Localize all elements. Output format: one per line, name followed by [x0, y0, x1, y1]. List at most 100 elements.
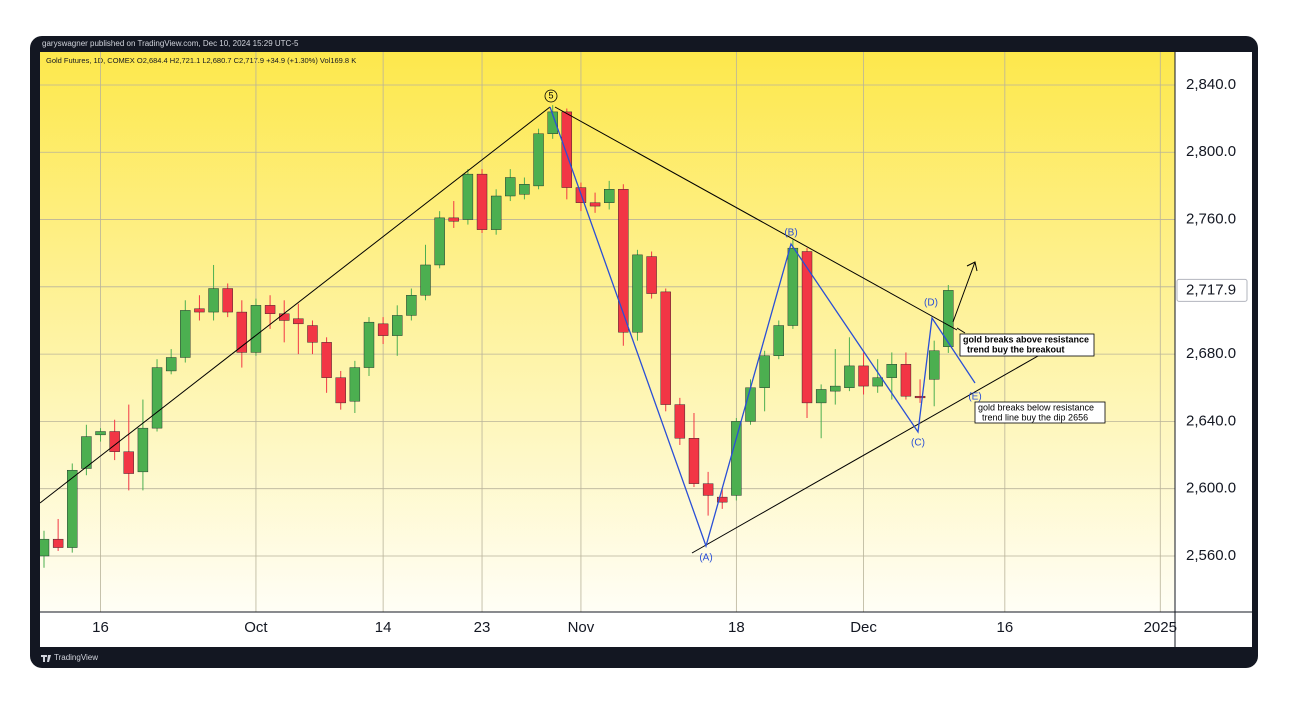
candle-body	[490, 195, 502, 230]
plot-background	[40, 52, 1175, 612]
candle-body	[604, 189, 615, 203]
candle-body	[646, 256, 657, 294]
candle-body	[731, 421, 742, 496]
note-text: gold breaks above resistance	[963, 334, 1089, 344]
y-tick-label: 2,680.0	[1186, 345, 1236, 362]
candle-body	[943, 290, 954, 347]
candle-body	[194, 308, 205, 313]
note-text: trend line buy the dip 2656	[982, 412, 1088, 422]
y-tick-label: 2,560.0	[1186, 547, 1236, 564]
candle-body	[632, 254, 643, 333]
last-price-box	[1176, 278, 1248, 302]
note-text: trend buy the breakout	[967, 344, 1065, 354]
candle-body	[801, 251, 813, 404]
drawings: 5 (A) (B) (C) (D) (E) gold breaks above resist…	[39, 89, 1106, 564]
x-tick-label: 18	[728, 619, 745, 636]
x-tick-label: 2025	[1144, 619, 1177, 636]
arrow	[952, 261, 976, 323]
candle-body	[264, 305, 276, 314]
trend-line	[39, 106, 551, 504]
note-box	[959, 333, 1095, 357]
x-tick-label: 16	[996, 619, 1013, 636]
candle-body	[547, 111, 558, 134]
logo	[41, 655, 51, 662]
note-box	[974, 401, 1106, 424]
candle-body	[307, 325, 318, 343]
candle-body	[561, 111, 573, 188]
candle-body	[236, 311, 248, 353]
candle-body	[52, 538, 64, 548]
candle-body	[533, 133, 544, 187]
candle-body	[914, 395, 926, 399]
x-tick-label: Dec	[850, 619, 877, 636]
wave-label: 5	[548, 90, 553, 100]
candle-body	[928, 350, 940, 380]
candles	[40, 105, 954, 568]
candle-body	[377, 323, 389, 336]
candle-body	[900, 364, 912, 397]
candle-body	[674, 404, 686, 439]
y-tick-label: 2,760.0	[1186, 211, 1236, 228]
candle-body	[349, 367, 361, 402]
candle-body	[250, 305, 262, 353]
candle-body	[137, 427, 149, 473]
candle-body	[519, 184, 530, 195]
candle-body	[844, 365, 855, 388]
candle-body	[335, 377, 346, 404]
candle-body	[476, 173, 488, 230]
candle-body	[95, 431, 106, 436]
candle-body	[589, 202, 601, 207]
candle-body	[872, 377, 883, 387]
arrow-head	[966, 261, 978, 272]
candle-body	[165, 357, 177, 372]
candle-body	[886, 364, 897, 378]
candle-body	[109, 431, 120, 452]
y-tick-label: 2,840.0	[1186, 76, 1236, 93]
candle-body	[462, 173, 474, 220]
candle-body	[618, 189, 629, 333]
candle-body	[830, 385, 841, 392]
wave-label: (A)	[699, 553, 712, 564]
candle-body	[208, 288, 219, 313]
candle-body	[279, 313, 290, 321]
candle-body	[180, 310, 191, 358]
wave-label: (D)	[924, 298, 938, 309]
wave-label: (E)	[968, 392, 981, 403]
x-tick-label: Oct	[244, 619, 268, 636]
candle-body	[40, 538, 50, 557]
candle-body	[81, 436, 92, 469]
footer: TradingView	[54, 653, 98, 662]
x-tick-label: 14	[375, 619, 392, 636]
x-tick-label: 23	[474, 619, 491, 636]
candle-body	[392, 315, 403, 336]
x-tick-label: Nov	[568, 619, 595, 636]
wave-line	[549, 106, 976, 549]
note-text: gold breaks below resistance	[978, 402, 1094, 412]
candle-body	[717, 496, 728, 503]
candle-body	[434, 217, 445, 266]
wave-label: (C)	[911, 438, 925, 449]
candle-body	[406, 295, 417, 316]
candle-body	[67, 469, 78, 548]
candle-body	[321, 342, 332, 378]
candle-body	[745, 387, 756, 422]
legend-text: Gold Futures, 1D, COMEX O2,684.4 H2,721.…	[46, 56, 356, 65]
candle-body	[660, 291, 671, 405]
last-price-label: 2,717.9	[1186, 281, 1236, 298]
candle-body	[858, 365, 869, 387]
candle-body	[448, 217, 459, 222]
candle-body	[773, 325, 784, 357]
wave-label: (B)	[784, 228, 797, 239]
candle-body	[815, 389, 827, 404]
candle-body	[222, 288, 233, 313]
support-line	[691, 351, 1046, 554]
candle-body	[151, 367, 163, 429]
y-tick-label: 2,600.0	[1186, 480, 1236, 497]
candle-body	[420, 264, 431, 296]
candle-body	[293, 318, 304, 325]
arrow	[956, 327, 966, 334]
candle-body	[123, 451, 134, 474]
y-tick-label: 2,800.0	[1186, 143, 1236, 160]
candle-body	[787, 247, 799, 326]
